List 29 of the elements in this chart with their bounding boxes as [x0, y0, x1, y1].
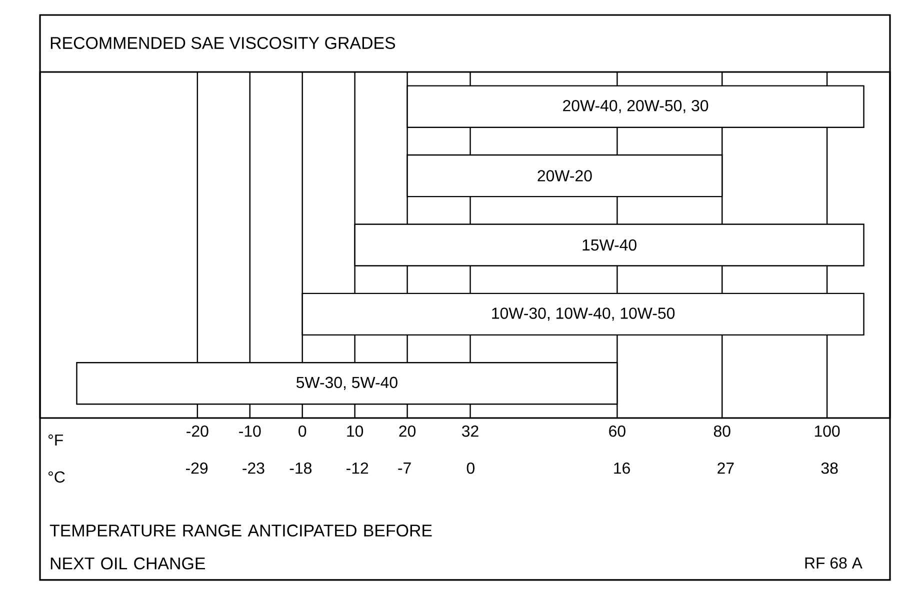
- y-tick-label: 10W-30, 10W-40, 10W-50: [492, 308, 675, 321]
- x-tick-label: 10: [347, 426, 364, 437]
- text: TEMPERATURE RANGE ANTICIPATED BEFORE NEXT OIL CHANGE: [50, 524, 432, 570]
- y-tick-label: 20W-20: [538, 170, 592, 182]
- x2-tick-label: -29: [186, 462, 208, 474]
- x-tick-label: 100: [814, 426, 840, 437]
- x-tick-label: 80: [714, 426, 730, 437]
- x2-tick-label: -18: [290, 462, 312, 474]
- bar: [406, 154, 723, 198]
- x2-tick-label: 16: [614, 462, 630, 474]
- x-axis-title: °F: [48, 434, 63, 446]
- x-tick-label: 0: [298, 426, 306, 437]
- y-tick-label: 5W-30, 5W-40: [296, 376, 398, 390]
- x2-tick-label: 0: [466, 462, 474, 474]
- x-tick-label: -20: [186, 426, 208, 437]
- x-tick-label: 20: [399, 426, 416, 437]
- text: RF 68 A: [805, 557, 862, 569]
- x2-tick-label: -12: [346, 462, 368, 474]
- x2-tick-label: -7: [398, 462, 411, 474]
- x-tick-label: 60: [609, 426, 626, 437]
- x2-tick-label: 27: [718, 462, 734, 474]
- x-tick-label: -10: [239, 426, 261, 437]
- x2-axis-title: °C: [48, 471, 65, 483]
- chart-title: RECOMMENDED SAE VISCOSITY GRADES: [50, 36, 396, 49]
- y-tick-label: 20W-40, 20W-50, 30: [563, 100, 708, 114]
- y-tick-label: 15W-40: [582, 239, 636, 251]
- x2-tick-label: -23: [242, 462, 264, 474]
- x-tick-label: 32: [462, 426, 478, 437]
- x2-tick-label: 38: [821, 462, 838, 474]
